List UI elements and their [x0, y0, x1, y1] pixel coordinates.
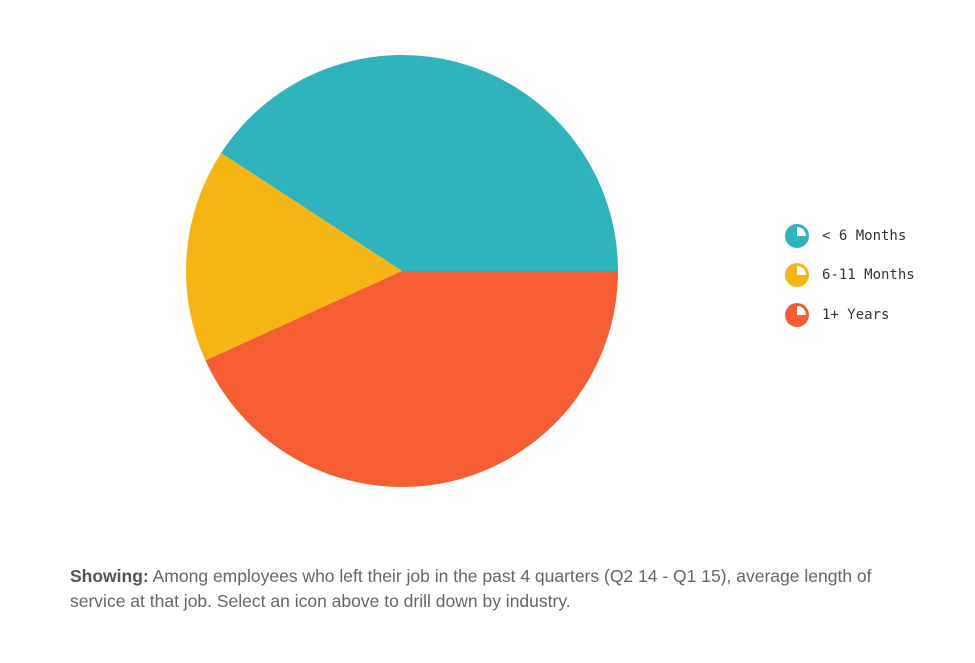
- legend-item-6-11-months[interactable]: 6-11 Months: [784, 256, 915, 296]
- caption-prefix: Showing:: [70, 565, 149, 586]
- chart-caption: Showing: Among employees who left their …: [70, 564, 910, 614]
- pie-icon: [785, 223, 809, 248]
- legend-label: 6-11 Months: [822, 267, 915, 284]
- legend-item-1-plus-years[interactable]: 1+ Years: [784, 295, 915, 335]
- caption-text: Among employees who left their job in th…: [70, 565, 872, 611]
- legend-label: 1+ Years: [822, 306, 890, 323]
- pie-icon: [785, 302, 809, 327]
- pie-slice-6-months[interactable]: [221, 54, 619, 271]
- legend: < 6 Months 6-11 Months 1+ Years: [784, 216, 915, 335]
- pie-icon: [785, 263, 809, 288]
- pie-slice-1-years[interactable]: [205, 271, 619, 487]
- legend-item-lt-6-months[interactable]: < 6 Months: [784, 216, 915, 256]
- legend-label: < 6 Months: [822, 227, 907, 244]
- pie-slice-6-11-months[interactable]: [185, 152, 402, 361]
